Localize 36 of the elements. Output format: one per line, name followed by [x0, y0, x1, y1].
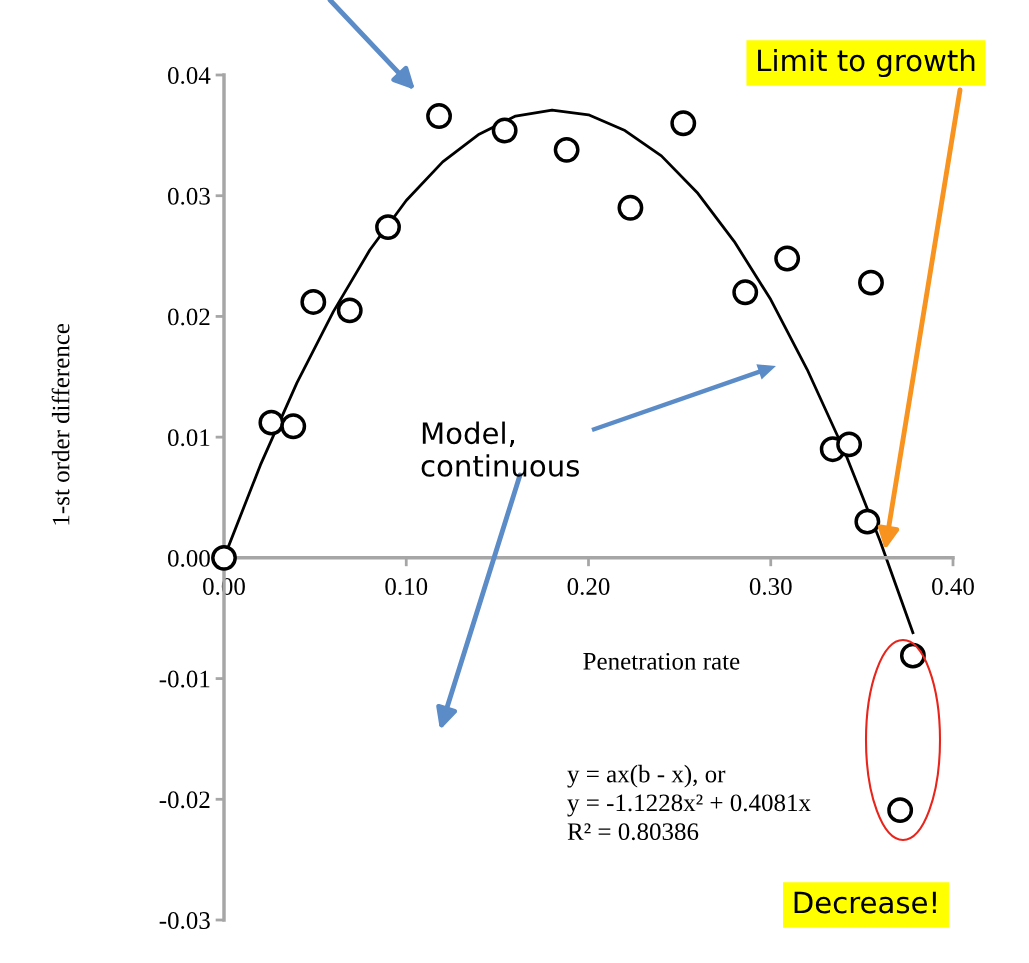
point — [887, 797, 914, 824]
y-tick-label: -0.02 — [159, 791, 210, 809]
point — [211, 544, 237, 571]
x-tick-label: 0.40 — [932, 578, 974, 595]
annotation: y = ax(b - x), or y = -1.1228x² + 0.4081x R² = 0.80386 — [567, 764, 811, 841]
point — [300, 289, 327, 315]
point — [670, 110, 697, 137]
y-tick-label: 0.01 — [168, 429, 210, 447]
point — [854, 508, 881, 535]
point — [280, 413, 307, 440]
point — [836, 431, 863, 458]
annotation: Limit to growth — [758, 48, 975, 78]
point — [336, 297, 363, 324]
y-tick-label: 0.03 — [168, 187, 210, 205]
y-tick-label: 0.04 — [168, 67, 211, 85]
point — [858, 269, 884, 296]
point — [774, 245, 801, 272]
point — [258, 409, 285, 436]
annotation: Model, continuous — [421, 421, 579, 477]
y-tick-label: 0.00 — [168, 549, 210, 567]
y-tick-label: -0.01 — [159, 670, 210, 688]
y-tick-label: 0.02 — [168, 308, 210, 326]
point — [553, 136, 580, 163]
point — [732, 279, 759, 306]
x-axis-title: Penetration rate — [583, 652, 740, 670]
x-tick-label: 0.10 — [385, 578, 428, 595]
annotation: Decrease! — [794, 891, 936, 914]
point — [375, 214, 401, 241]
point — [899, 642, 926, 669]
x-tick-label: 0.30 — [749, 578, 792, 595]
point — [491, 117, 518, 144]
y-tick-label: -0.03 — [159, 912, 210, 930]
x-tick-label: 0.20 — [567, 578, 610, 595]
point — [426, 103, 452, 129]
point — [617, 194, 644, 221]
y-axis-title: 1-st order difference — [51, 323, 70, 525]
